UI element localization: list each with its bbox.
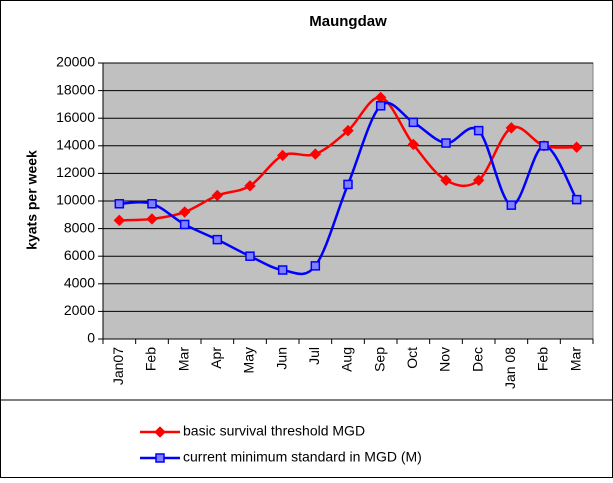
x-tick-label: Mar [175, 347, 191, 371]
legend-label: basic survival threshold MGD [183, 423, 365, 439]
x-tick-label: Dec [469, 347, 485, 372]
y-tick-label: 8000 [64, 219, 95, 235]
data-point [375, 101, 386, 111]
y-tick-label: 14000 [56, 137, 95, 153]
data-point [505, 122, 518, 134]
data-point [342, 124, 354, 137]
data-point [473, 125, 484, 136]
x-tick-label: May [241, 347, 257, 373]
legend-marker [155, 453, 165, 463]
data-point [570, 141, 583, 153]
data-point [343, 179, 353, 190]
data-point [276, 149, 289, 162]
legend-marker [154, 426, 166, 438]
data-point [147, 199, 157, 209]
data-point [472, 174, 485, 187]
data-point [571, 194, 582, 205]
chart-title: Maungdaw [309, 13, 387, 30]
x-tick-label: Aug [339, 347, 355, 372]
x-tick-label: Jan 08 [502, 347, 518, 389]
data-point [506, 200, 517, 210]
x-tick-label: Oct [404, 347, 420, 369]
data-point [440, 174, 452, 187]
data-point [114, 199, 125, 209]
y-tick-label: 4000 [64, 275, 95, 291]
data-point [179, 219, 190, 230]
data-point [178, 206, 191, 218]
x-tick-label: Nov [437, 347, 453, 372]
data-point [539, 141, 549, 151]
y-tick-label: 2000 [64, 302, 95, 318]
x-tick-label: Jan07 [110, 347, 126, 385]
y-tick-label: 10000 [56, 192, 95, 208]
data-point [113, 214, 126, 227]
data-point [277, 265, 288, 275]
y-tick-label: 20000 [56, 54, 95, 70]
data-point [245, 251, 255, 261]
data-point [407, 138, 420, 151]
data-point [441, 138, 451, 148]
x-tick-label: Sep [371, 347, 387, 372]
x-tick-label: Apr [208, 347, 224, 369]
data-point [310, 261, 321, 271]
y-tick-label: 16000 [56, 109, 95, 125]
y-tick-label: 18000 [56, 81, 95, 97]
data-point [212, 234, 223, 245]
data-point [309, 148, 322, 160]
data-point [146, 213, 158, 225]
y-axis-label: kyats per week [24, 150, 40, 250]
x-tick-label: Feb [143, 347, 159, 371]
data-point [244, 180, 256, 192]
x-tick-label: Mar [567, 347, 583, 371]
y-tick-label: 0 [87, 330, 95, 346]
x-tick-label: Jul [306, 347, 322, 365]
x-tick-label: Jun [273, 347, 289, 370]
data-point [211, 189, 224, 202]
legend-label: current minimum standard in MGD (M) [183, 449, 422, 465]
x-tick-label: Feb [535, 347, 551, 371]
data-point [408, 117, 419, 128]
y-tick-label: 6000 [64, 247, 95, 263]
y-tick-label: 12000 [56, 164, 95, 180]
